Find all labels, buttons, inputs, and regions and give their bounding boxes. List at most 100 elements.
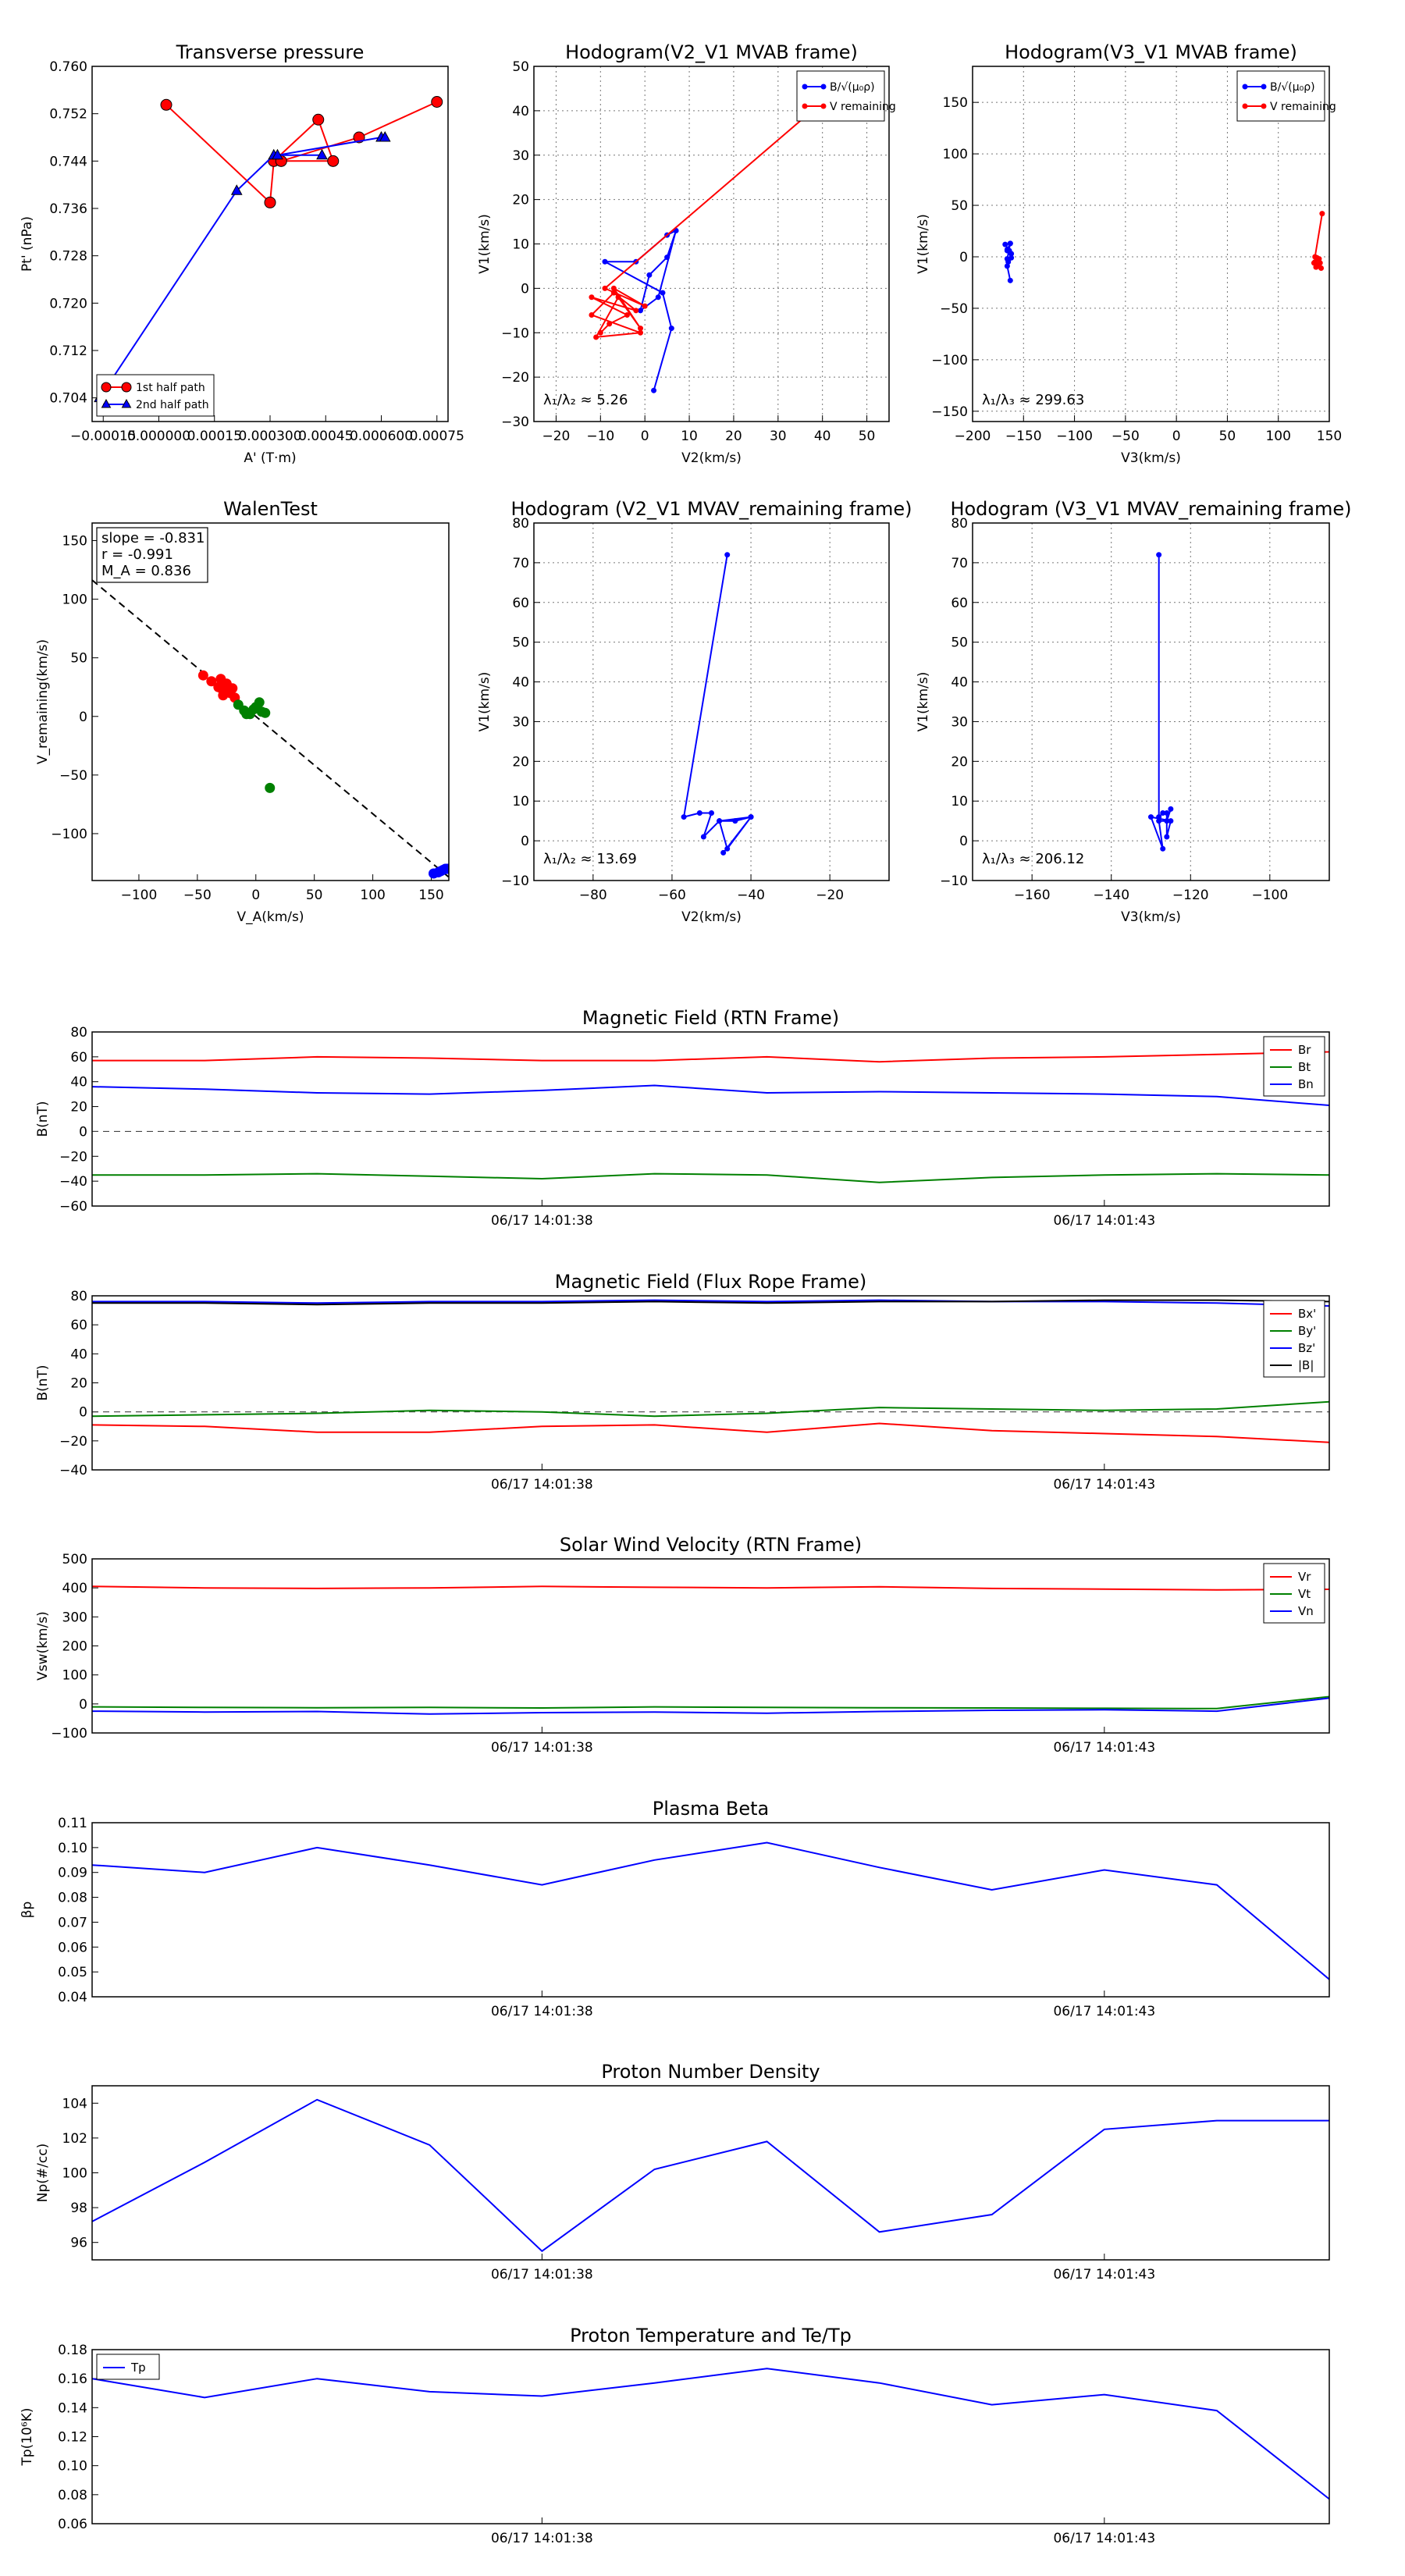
y-axis-label: Pt' (nPa) <box>20 216 35 272</box>
data-point <box>638 308 643 314</box>
x-tick-label: −20 <box>542 429 570 444</box>
plot-frame <box>91 2349 1330 2524</box>
data-point <box>589 294 595 301</box>
y-axis-label: V1(km/s) <box>916 672 931 732</box>
data-layer <box>92 2098 1329 2253</box>
y-tick-label: 0.06 <box>58 2517 87 2532</box>
y-tick-label: 0 <box>521 834 529 849</box>
legend-frame <box>96 374 215 417</box>
x-axis-label: V2(km/s) <box>681 450 742 466</box>
y-tick-label: 80 <box>70 1289 87 1304</box>
y-tick-label: 70 <box>951 556 968 571</box>
x-tick-label: −50 <box>1112 429 1140 444</box>
data-point <box>593 334 599 340</box>
series-line-br <box>92 1051 1329 1063</box>
x-tick-label: 06/17 14:01:38 <box>491 2004 593 2019</box>
beta-chart: Plasma Beta 0.04 0.05 0.06 0.07 0.08 0.09 0.10 0… <box>20 1798 1330 2019</box>
data-point <box>215 674 226 685</box>
legend-marker <box>101 398 112 408</box>
data-point <box>724 552 731 558</box>
mag_rtn-chart: Magnetic Field (RTN Frame) −60 −40 −20 0 20 40… <box>35 1007 1330 1229</box>
data-point <box>655 294 661 301</box>
legend-label: B/√(μ₀ρ) <box>830 81 875 94</box>
data-point <box>197 670 208 681</box>
chart-title: WalenTest <box>223 498 318 520</box>
y-tick-label: 0 <box>79 1124 87 1140</box>
data-layer <box>1002 211 1325 283</box>
legend: 1st half path 2nd half path <box>96 374 215 417</box>
h2-chart: Hodogram(V3_V1 MVAB frame) −150 −100 −50 0 50… <box>916 41 1342 466</box>
y-tick-label: 0.18 <box>58 2343 87 2358</box>
y-tick-label: 0.09 <box>58 1866 87 1881</box>
chart-title: Transverse pressure <box>176 41 365 63</box>
legend: B/√(μ₀ρ) V remaining <box>1236 70 1336 122</box>
x-tick-label: 0 <box>251 888 260 903</box>
y-tick-label: −30 <box>501 415 529 430</box>
data-point <box>681 814 687 820</box>
x-tick-label: 06/17 14:01:43 <box>1053 1740 1155 1756</box>
data-point <box>638 326 643 332</box>
x-tick-label: 0.000300 <box>238 429 301 444</box>
y-tick-label: 200 <box>62 1639 87 1655</box>
y-axis-label: V1(km/s) <box>477 214 493 274</box>
data-point <box>1160 845 1166 852</box>
x-tick-label: −10 <box>586 429 614 444</box>
x-tick-label: 06/17 14:01:38 <box>491 1740 593 1756</box>
data-layer <box>92 2368 1329 2500</box>
h1-chart: Hodogram(V2_V1 MVAB frame) −30 −20 −10 0 10 20… <box>477 41 896 466</box>
x-tick-label: 0.00045 <box>298 429 353 444</box>
data-point <box>610 285 617 291</box>
x-tick-label: −100 <box>121 888 158 903</box>
legend-label: B/√(μ₀ρ) <box>1270 81 1315 94</box>
stats-line: M_A = 0.836 <box>101 563 191 579</box>
data-point <box>160 98 173 111</box>
data-point <box>1164 818 1170 824</box>
data-point <box>597 329 603 336</box>
y-tick-label: 20 <box>70 1100 87 1115</box>
eigenvalue-ratio-label: λ₁/λ₃ ≈ 299.63 <box>982 392 1084 408</box>
stats-line: r = -0.991 <box>101 546 173 563</box>
legend: Vr Vt Vn <box>1263 1563 1325 1624</box>
y-tick-label: 40 <box>512 675 529 691</box>
data-point <box>218 690 229 701</box>
data-point <box>668 326 674 332</box>
legend-marker <box>1261 84 1267 90</box>
data-point <box>606 321 613 327</box>
x-tick-label: 50 <box>1219 429 1236 444</box>
y-tick-label: 50 <box>951 635 968 651</box>
data-point <box>1004 263 1010 269</box>
x-tick-label: −40 <box>737 888 765 903</box>
x-tick-label: 150 <box>418 888 443 903</box>
y-tick-label: 0.04 <box>58 1990 87 2005</box>
x-tick-label: 06/17 14:01:43 <box>1053 1213 1155 1229</box>
y-tick-label: −10 <box>501 873 529 889</box>
x-tick-label: −20 <box>816 888 844 903</box>
y-tick-label: 0.05 <box>58 1965 87 1980</box>
chart-title: Plasma Beta <box>653 1798 769 1820</box>
legend-label: 1st half path <box>136 382 205 394</box>
data-point <box>1156 818 1162 824</box>
y-tick-label: 80 <box>512 516 529 532</box>
data-point <box>624 312 630 318</box>
y-tick-label: 30 <box>512 714 529 730</box>
chart-title: Hodogram(V2_V1 MVAB frame) <box>565 41 858 63</box>
data-point <box>264 196 276 208</box>
data-point <box>1156 814 1162 820</box>
y-tick-label: 50 <box>70 651 87 667</box>
y-tick-label: 400 <box>62 1581 87 1596</box>
data-point <box>1168 818 1174 824</box>
series-line-tp <box>92 2368 1329 2500</box>
data-layer <box>92 1299 1329 1443</box>
plot-frame <box>91 1822 1330 1998</box>
series-line-vt <box>92 1695 1329 1710</box>
legend-label: Vt <box>1298 1587 1311 1601</box>
data-layer <box>92 1051 1329 1183</box>
y-tick-label: 0 <box>79 710 87 725</box>
x-tick-label: −100 <box>1251 888 1288 903</box>
data-point <box>724 845 731 852</box>
data-point <box>700 834 706 840</box>
plot-frame <box>91 522 450 881</box>
series-line-vr <box>92 1585 1329 1591</box>
data-point <box>254 697 265 708</box>
